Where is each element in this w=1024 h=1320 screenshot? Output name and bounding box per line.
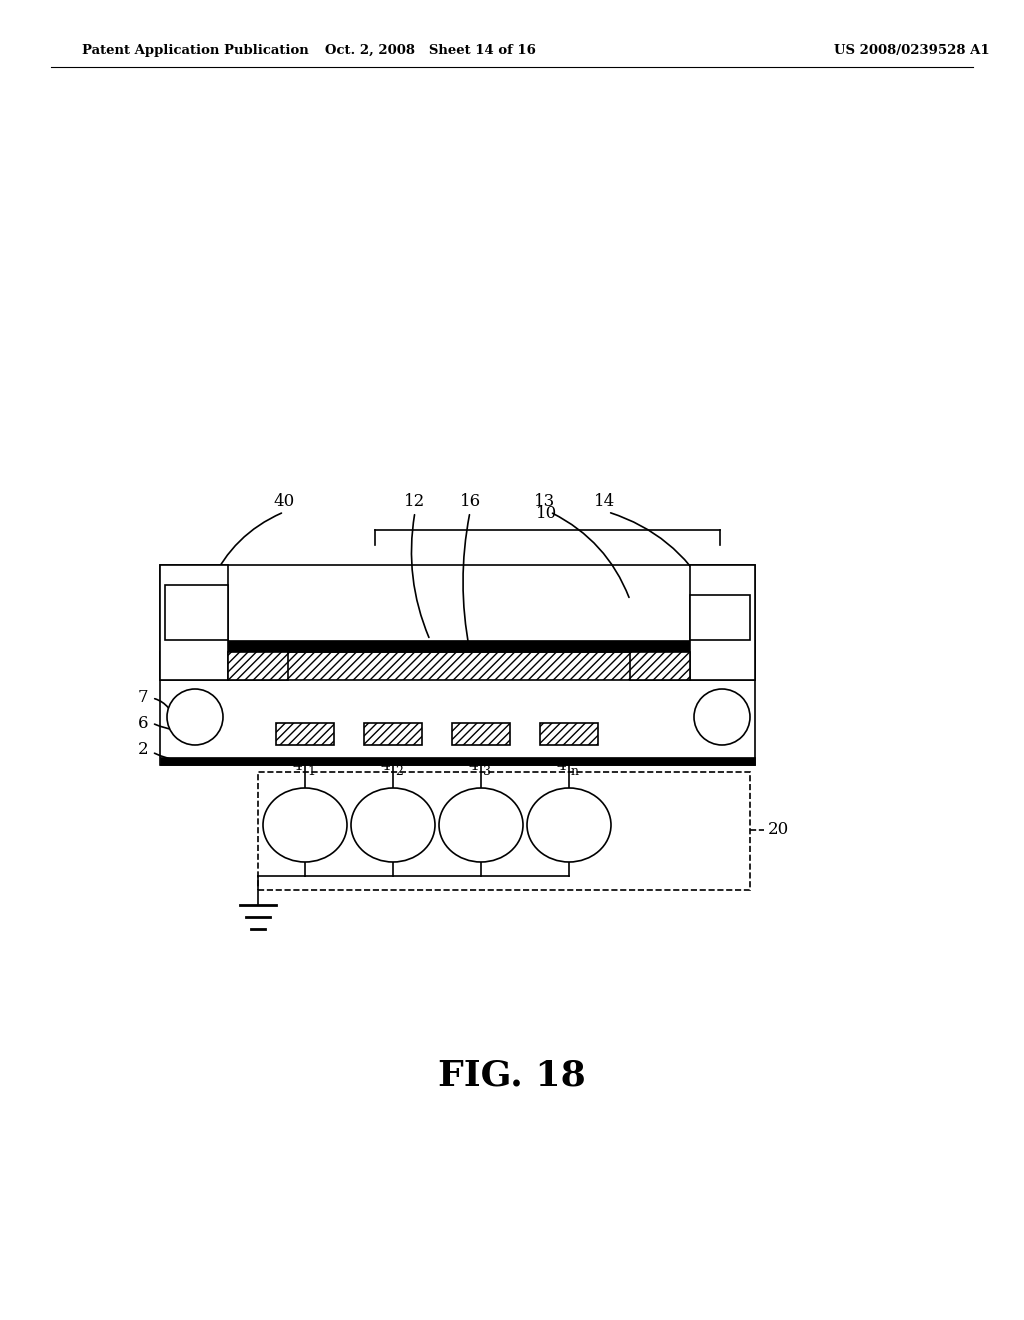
Text: 12: 12 xyxy=(404,492,426,510)
Text: 4: 4 xyxy=(468,759,478,774)
Bar xyxy=(228,652,288,680)
Text: 16: 16 xyxy=(460,492,480,510)
Bar xyxy=(540,723,598,744)
Text: 3: 3 xyxy=(486,826,494,840)
Text: 14: 14 xyxy=(594,492,615,510)
Circle shape xyxy=(167,689,223,744)
Text: 2: 2 xyxy=(395,766,402,777)
Text: 20: 20 xyxy=(768,821,790,838)
Text: n: n xyxy=(574,826,582,840)
Text: Oct. 2, 2008   Sheet 14 of 16: Oct. 2, 2008 Sheet 14 of 16 xyxy=(325,44,536,57)
Text: 4: 4 xyxy=(556,759,566,774)
Text: 7: 7 xyxy=(137,689,148,706)
Bar xyxy=(160,756,755,766)
Text: 4: 4 xyxy=(380,759,390,774)
Text: 2: 2 xyxy=(398,826,406,840)
Bar xyxy=(452,723,510,744)
Ellipse shape xyxy=(351,788,435,862)
Text: Patent Application Publication: Patent Application Publication xyxy=(82,44,308,57)
Bar xyxy=(160,565,755,766)
Text: n: n xyxy=(571,766,579,777)
Bar xyxy=(258,772,750,890)
Text: FIG. 18: FIG. 18 xyxy=(438,1059,586,1092)
Text: 13: 13 xyxy=(535,492,556,510)
Bar xyxy=(160,565,228,680)
Ellipse shape xyxy=(439,788,523,862)
Bar xyxy=(160,640,755,652)
Text: V: V xyxy=(559,814,571,832)
Bar xyxy=(690,595,750,640)
Bar xyxy=(160,652,755,680)
Text: US 2008/0239528 A1: US 2008/0239528 A1 xyxy=(834,44,989,57)
Text: 2: 2 xyxy=(137,742,148,759)
Bar xyxy=(690,565,755,680)
Bar xyxy=(165,585,228,640)
Text: 1: 1 xyxy=(307,766,315,777)
Ellipse shape xyxy=(527,788,611,862)
Circle shape xyxy=(694,689,750,744)
Text: 40: 40 xyxy=(273,492,295,510)
Text: 6: 6 xyxy=(137,714,148,731)
Bar xyxy=(276,723,334,744)
Text: V: V xyxy=(295,814,307,832)
Text: 3: 3 xyxy=(483,766,490,777)
Text: V: V xyxy=(383,814,395,832)
Bar xyxy=(364,723,422,744)
Text: V: V xyxy=(471,814,483,832)
Text: 4: 4 xyxy=(292,759,302,774)
Text: 1: 1 xyxy=(310,826,318,840)
Ellipse shape xyxy=(263,788,347,862)
Text: 10: 10 xyxy=(537,506,558,521)
Bar xyxy=(630,652,690,680)
